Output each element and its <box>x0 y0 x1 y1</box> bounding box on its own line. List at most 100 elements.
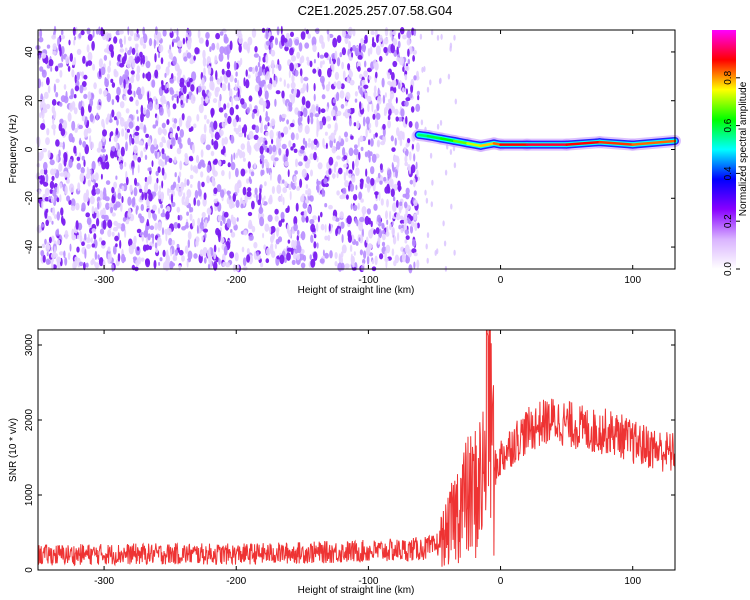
noise-blob <box>147 209 152 219</box>
noise-blob <box>61 54 64 63</box>
noise-blob <box>78 124 83 130</box>
noise-blob <box>38 175 44 180</box>
noise-blob <box>148 192 153 202</box>
noise-blob <box>240 143 245 151</box>
noise-blob <box>73 36 77 41</box>
noise-blob <box>52 43 57 51</box>
noise-blob <box>206 56 211 66</box>
noise-blob <box>336 140 341 150</box>
noise-blob <box>219 76 223 83</box>
noise-blob <box>176 206 181 213</box>
noise-blob <box>279 77 282 82</box>
noise-blob <box>227 115 232 125</box>
noise-blob <box>299 68 303 77</box>
noise-blob <box>364 215 370 226</box>
noise-blob <box>81 241 85 246</box>
noise-blob <box>324 235 328 241</box>
noise-blob <box>366 247 370 257</box>
noise-blob <box>348 147 354 157</box>
noise-blob <box>378 55 383 62</box>
noise-blob <box>348 118 352 127</box>
noise-blob <box>51 124 57 130</box>
noise-blob <box>397 232 400 242</box>
noise-blob <box>327 123 332 129</box>
noise-blob <box>116 111 122 119</box>
noise-blob <box>411 248 417 254</box>
noise-blob <box>324 52 329 58</box>
noise-blob <box>142 43 147 49</box>
snr-frame <box>37 329 676 571</box>
noise-blob <box>131 197 135 208</box>
noise-blob <box>204 232 207 239</box>
noise-blob <box>197 29 201 39</box>
noise-blob <box>269 129 274 140</box>
noise-blob <box>237 149 240 154</box>
noise-blob <box>177 187 183 197</box>
noise-blob <box>270 235 274 244</box>
noise-blob <box>274 157 279 162</box>
noise-blob <box>236 264 240 272</box>
noise-blob <box>181 226 187 231</box>
noise-blob <box>127 26 130 36</box>
noise-blob <box>156 31 162 41</box>
noise-blob <box>86 44 90 53</box>
noise-blob <box>351 175 356 183</box>
noise-blob <box>59 118 64 124</box>
noise-blob <box>364 92 368 100</box>
noise-blob <box>129 136 132 146</box>
noise-blob <box>119 163 124 170</box>
noise-blob <box>343 171 347 182</box>
noise-blob <box>257 137 262 147</box>
noise-blob <box>161 167 165 176</box>
noise-blob <box>186 259 189 268</box>
noise-blob <box>375 71 378 79</box>
noise-blob <box>364 151 368 158</box>
noise-blob <box>391 147 396 153</box>
noise-blob <box>352 262 355 268</box>
noise-blob <box>147 233 151 241</box>
noise-blob <box>84 233 87 241</box>
noise-blob <box>371 153 377 163</box>
noise-blob <box>196 199 201 207</box>
noise-blob <box>176 243 180 248</box>
noise-blob <box>45 137 50 146</box>
noise-blob <box>159 141 164 148</box>
noise-blob <box>67 65 71 72</box>
noise-blob <box>149 225 155 230</box>
noise-blob <box>165 232 168 242</box>
noise-blob <box>349 183 355 192</box>
noise-blob <box>313 83 316 92</box>
noise-blob <box>346 77 350 83</box>
noise-blob <box>182 85 187 94</box>
noise-blob <box>145 133 150 138</box>
noise-blob <box>177 136 182 145</box>
noise-blob <box>363 70 368 78</box>
noise-blob <box>416 70 419 79</box>
noise-blob <box>425 197 429 204</box>
noise-blob <box>283 126 289 135</box>
noise-blob <box>316 178 319 187</box>
noise-blob <box>288 104 293 112</box>
noise-blob <box>168 52 173 60</box>
noise-blob <box>213 140 219 150</box>
noise-blob <box>95 188 101 195</box>
noise-blob <box>193 197 196 206</box>
noise-blob <box>281 113 287 119</box>
noise-blob <box>111 264 115 272</box>
noise-blob <box>229 40 233 51</box>
noise-blob <box>275 238 280 245</box>
noise-blob <box>220 189 225 198</box>
noise-blob <box>177 223 181 229</box>
noise-blob <box>296 235 299 242</box>
noise-blob <box>92 63 96 71</box>
noise-blob <box>166 83 170 89</box>
noise-blob <box>247 211 253 217</box>
noise-blob <box>309 153 314 160</box>
colorbar-tick-label: 0.8 <box>723 70 734 84</box>
noise-blob <box>404 155 408 163</box>
noise-blob <box>350 203 353 210</box>
noise-blob <box>202 197 207 207</box>
noise-blob <box>135 207 138 215</box>
noise-blob <box>59 62 64 68</box>
noise-blob <box>190 84 195 92</box>
